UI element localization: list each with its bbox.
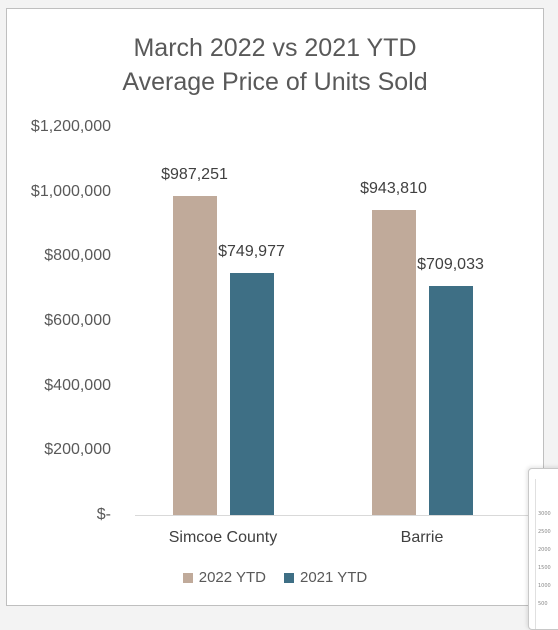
thumbnail-tick-label: 1500 — [538, 565, 551, 571]
chart-title: March 2022 vs 2021 YTD Average Price of … — [7, 31, 543, 99]
y-tick-label: $800,000 — [44, 247, 111, 265]
thumbnail-tick-label: 1000 — [538, 583, 551, 589]
chart-title-line2: Average Price of Units Sold — [122, 68, 428, 96]
legend-label: 2022 YTD — [198, 569, 266, 586]
data-label: $987,251 — [161, 165, 228, 183]
chart-area: March 2022 vs 2021 YTD Average Price of … — [6, 8, 544, 606]
data-label: $709,033 — [417, 255, 484, 273]
bar — [229, 272, 274, 515]
x-tick-label: Barrie — [400, 529, 444, 546]
bar — [172, 195, 217, 515]
x-tick-label: Simcoe County — [168, 529, 278, 546]
legend: 2022 YTD 2021 YTD — [7, 569, 543, 586]
thumbnail-tick-label: 2500 — [538, 529, 551, 535]
thumbnail-tick-label: 500 — [538, 601, 548, 607]
y-tick-label: $200,000 — [44, 441, 111, 459]
y-tick-label: $400,000 — [44, 376, 111, 394]
y-tick-label: $600,000 — [44, 312, 111, 329]
legend-swatch — [182, 572, 193, 583]
legend-swatch — [284, 572, 294, 583]
legend-item: 2021 YTD — [284, 569, 367, 586]
thumbnail-preview[interactable]: 3000 2500 2000 1500 1000 500 — [528, 468, 558, 630]
bar — [371, 209, 416, 515]
legend-item: 2022 YTD — [182, 569, 266, 586]
bar — [428, 285, 473, 515]
y-tick-label: $- — [96, 506, 111, 523]
y-tick-label: $1,000,000 — [30, 182, 111, 200]
data-label: $943,810 — [360, 179, 427, 197]
thumbnail-tick-label: 3000 — [538, 511, 551, 517]
thumbnail-chart: 3000 2500 2000 1500 1000 500 — [535, 479, 558, 629]
chart-title-line1: March 2022 vs 2021 YTD — [133, 34, 417, 62]
legend-label: 2021 YTD — [300, 569, 368, 586]
data-label: $749,977 — [218, 242, 285, 260]
y-tick-label: $1,200,000 — [30, 118, 111, 135]
x-axis-line — [135, 515, 528, 516]
thumbnail-tick-label: 2000 — [538, 547, 551, 553]
